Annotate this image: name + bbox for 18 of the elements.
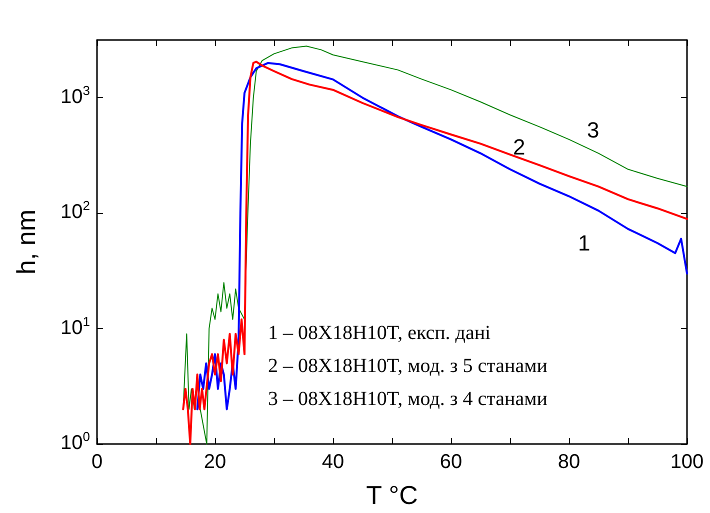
- annotation: 3 – 08X18H10T, мод. з 4 станами: [268, 388, 548, 410]
- x-tick-label: 60: [440, 451, 462, 473]
- y-axis-title: h, nm: [11, 209, 41, 275]
- y-tick-label: 10$^{3}$: [60, 82, 90, 109]
- x-tick-label: 20: [204, 451, 226, 473]
- y-tick-label: 10$^{1}$: [60, 314, 90, 340]
- annotation: 1 – 08X18H10T, експ. дані: [268, 322, 492, 344]
- annotation: 1: [578, 230, 590, 256]
- y-tick-label: 10$^{2}$: [60, 198, 90, 224]
- x-tick-label: 40: [322, 451, 344, 473]
- annotation: 2: [513, 134, 526, 160]
- annotation: 2 – 08X18H10T, мод. з 5 станами: [268, 355, 548, 377]
- y-tick-label: 10$^{0}$: [60, 429, 90, 455]
- x-axis-title: T °C: [366, 480, 418, 510]
- x-tick-label: 80: [558, 451, 580, 473]
- x-tick-label: 0: [91, 451, 103, 473]
- x-tick-label: 100: [670, 451, 704, 473]
- annotation: 3: [587, 118, 600, 142]
